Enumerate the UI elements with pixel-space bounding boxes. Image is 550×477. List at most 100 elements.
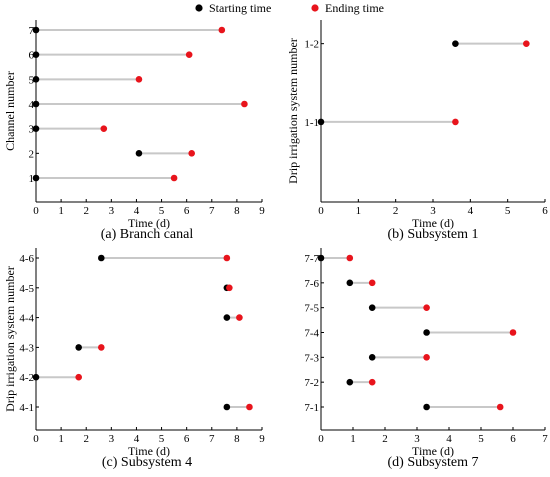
chart-panel-4: 0 1 2 3 4 5 6 7 7-1 7-2 7-3 7-4 7-5 7-6 7-7 Time (d)(d)… <box>304 248 548 470</box>
start-point <box>135 150 143 157</box>
x-tick-label: 3 <box>109 433 115 445</box>
legend-end-marker <box>311 4 319 12</box>
chart-panel-1: 0 1 2 3 4 5 6 7 8 9 1 2 3 4 5 6 7 Time (d) Channel number (… <box>3 20 265 242</box>
x-tick-label: 7 <box>209 433 215 445</box>
end-point <box>368 378 376 386</box>
x-tick-label: 7 <box>542 433 548 445</box>
start-point <box>452 40 459 47</box>
end-point <box>423 354 430 361</box>
end-point <box>226 284 233 292</box>
legend-end-label: Ending time <box>325 1 384 15</box>
end-point <box>509 329 517 336</box>
y-tick-label: 7-1 <box>304 402 319 414</box>
x-tick-label: 6 <box>184 433 190 445</box>
x-tick-label: 8 <box>234 205 240 217</box>
start-point <box>223 314 231 321</box>
start-point <box>75 344 82 351</box>
y-tick-label: 7-4 <box>304 328 319 340</box>
x-tick-label: 0 <box>33 433 39 445</box>
start-point <box>346 378 354 386</box>
y-tick-label: 6 <box>29 50 35 62</box>
x-tick-label: 6 <box>510 433 516 445</box>
x-tick-label: 6 <box>542 205 548 217</box>
x-tick-label: 2 <box>83 205 89 217</box>
end-point <box>368 279 376 287</box>
end-point <box>496 403 504 411</box>
x-tick-label: 3 <box>109 205 115 217</box>
x-tick-label: 9 <box>259 205 265 217</box>
panel-caption: (b) Subsystem 1 <box>388 227 479 242</box>
x-tick-label: 2 <box>393 205 399 217</box>
y-axis-title: Channel number <box>3 71 17 151</box>
x-tick-label: 3 <box>430 205 436 217</box>
x-tick-label: 2 <box>382 433 388 445</box>
x-tick-label: 0 <box>33 205 39 217</box>
y-tick-label: 4-5 <box>19 283 34 295</box>
y-axis-title: Drip irrigation system number <box>286 38 300 184</box>
end-point <box>97 344 105 351</box>
x-tick-label: 5 <box>159 205 165 217</box>
end-point <box>523 40 530 47</box>
x-tick-label: 5 <box>505 205 511 217</box>
end-point <box>452 118 459 126</box>
end-point <box>218 26 226 34</box>
y-tick-label: 7-3 <box>304 352 319 364</box>
y-tick-label: 4-1 <box>19 402 34 414</box>
x-tick-label: 4 <box>134 433 140 445</box>
y-tick-label: 7-7 <box>304 253 319 265</box>
start-point <box>423 403 430 411</box>
x-axis-title: Time (d) <box>412 216 454 230</box>
legend: Starting time Ending time <box>195 1 384 15</box>
end-point <box>246 403 253 411</box>
x-tick-label: 3 <box>414 433 420 445</box>
end-point <box>170 174 178 182</box>
start-point <box>223 403 231 411</box>
x-axis-title: Time (d) <box>128 216 170 230</box>
end-point <box>100 125 108 132</box>
x-axis-title: Time (d) <box>128 444 170 458</box>
x-tick-label: 9 <box>259 433 265 445</box>
end-point <box>185 51 193 58</box>
y-tick-label: 7-6 <box>304 278 319 290</box>
panel-caption: (c) Subsystem 4 <box>102 455 192 470</box>
y-tick-label: 4-4 <box>19 313 34 325</box>
end-point <box>236 314 243 321</box>
x-tick-label: 2 <box>83 433 89 445</box>
y-tick-label: 7 <box>29 25 35 37</box>
start-point <box>423 329 430 336</box>
x-tick-label: 7 <box>209 205 215 217</box>
x-tick-label: 1 <box>350 433 356 445</box>
end-point <box>188 150 195 157</box>
legend-start-marker <box>195 4 203 12</box>
x-tick-label: 4 <box>446 433 452 445</box>
start-point <box>97 254 105 262</box>
y-tick-label: 1-1 <box>304 117 319 129</box>
start-point <box>346 279 354 287</box>
y-tick-label: 3 <box>29 124 35 136</box>
panel-caption: (a) Branch canal <box>101 227 194 242</box>
x-tick-label: 0 <box>318 205 324 217</box>
x-tick-label: 4 <box>468 205 474 217</box>
start-point <box>368 354 376 361</box>
end-point <box>241 100 248 108</box>
x-tick-label: 4 <box>134 205 140 217</box>
chart-panel-3: 0 1 2 3 4 5 6 7 8 9 4-1 4-2 4-3 4-4 4-5 4-6 Time (d) Drip… <box>3 248 265 470</box>
x-tick-label: 5 <box>478 433 484 445</box>
x-axis-title: Time (d) <box>412 444 454 458</box>
end-point <box>346 254 354 262</box>
end-point <box>135 76 143 83</box>
start-point <box>368 304 376 311</box>
y-tick-label: 7-5 <box>304 303 319 315</box>
y-tick-label: 7-2 <box>304 377 319 389</box>
y-axis-title: Drip irrigation system number <box>3 266 17 412</box>
x-tick-label: 5 <box>159 433 165 445</box>
y-tick-label: 4-6 <box>19 253 34 265</box>
y-tick-label: 4-2 <box>19 372 34 384</box>
panels: 0 1 2 3 4 5 6 7 8 9 1 2 3 4 5 6 7 Time (d) Channel number (… <box>3 20 548 470</box>
x-tick-label: 1 <box>58 205 64 217</box>
y-tick-label: 2 <box>29 148 35 160</box>
y-tick-label: 4-3 <box>19 342 34 354</box>
y-tick-label: 5 <box>29 74 35 86</box>
y-tick-label: 4 <box>29 99 35 111</box>
